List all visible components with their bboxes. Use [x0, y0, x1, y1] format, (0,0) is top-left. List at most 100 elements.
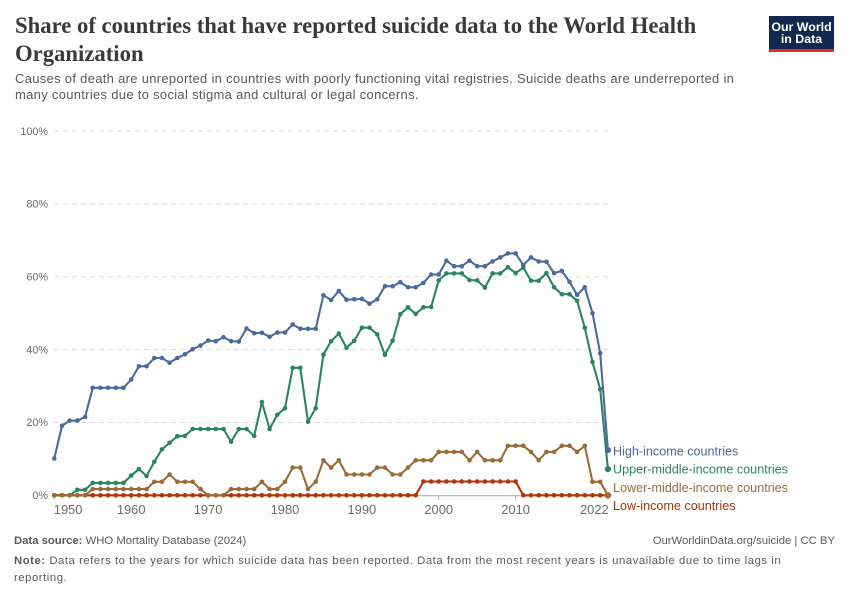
data-point-low-income-countries-2011 — [521, 493, 526, 498]
data-point-lower-middle-income-countries-2007 — [490, 458, 495, 463]
data-point-lower-middle-income-countries-1999 — [428, 458, 434, 463]
credit-link[interactable]: OurWorldinData.org/suicide | CC BY — [652, 535, 835, 547]
data-point-low-income-countries-2021 — [597, 493, 603, 498]
data-point-lower-middle-income-countries-2020 — [590, 479, 595, 485]
data-point-low-income-countries-1978 — [267, 493, 272, 498]
data-point-lower-middle-income-countries-1986 — [328, 465, 334, 470]
data-source-text: WHO Mortality Database (2024) — [85, 535, 247, 547]
data-point-upper-middle-income-countries-2012 — [528, 278, 534, 284]
data-source-label: Data source: — [14, 535, 83, 547]
data-point-lower-middle-income-countries-2021 — [597, 479, 603, 485]
data-point-high-income-countries-1969 — [198, 343, 203, 348]
data-point-upper-middle-income-countries-1964 — [159, 447, 165, 452]
data-point-upper-middle-income-countries-1983 — [305, 419, 311, 425]
legend-label-low-income-countries[interactable]: Low-income countries — [613, 499, 736, 513]
data-point-high-income-countries-1959 — [121, 385, 126, 391]
data-point-lower-middle-income-countries-1979 — [275, 486, 280, 492]
data-point-upper-middle-income-countries-2004 — [467, 277, 472, 283]
data-point-upper-middle-income-countries-1973 — [228, 439, 234, 445]
data-point-upper-middle-income-countries-1997 — [413, 311, 419, 317]
data-point-lower-middle-income-countries-1958 — [113, 486, 119, 492]
data-point-upper-middle-income-countries-1967 — [182, 433, 188, 439]
data-point-lower-middle-income-countries-1954 — [82, 493, 88, 498]
data-point-high-income-countries-1956 — [98, 385, 103, 391]
data-point-upper-middle-income-countries-1985 — [321, 352, 326, 358]
data-point-high-income-countries-1967 — [182, 352, 188, 357]
data-point-high-income-countries-1962 — [144, 364, 149, 369]
data-point-lower-middle-income-countries-2011 — [521, 443, 526, 449]
data-point-lower-middle-income-countries-1998 — [421, 458, 426, 463]
data-point-low-income-countries-1981 — [290, 493, 296, 498]
data-point-upper-middle-income-countries-2009 — [505, 264, 511, 270]
data-point-upper-middle-income-countries-1971 — [213, 426, 219, 432]
data-point-low-income-countries-2018 — [574, 493, 580, 498]
data-point-low-income-countries-1962 — [144, 493, 149, 498]
data-point-lower-middle-income-countries-1982 — [298, 465, 303, 470]
data-point-lower-middle-income-countries-1965 — [167, 472, 172, 477]
data-point-high-income-countries-1983 — [305, 326, 311, 332]
data-point-high-income-countries-1961 — [136, 364, 142, 369]
data-point-low-income-countries-2012 — [528, 493, 534, 498]
data-point-upper-middle-income-countries-2007 — [490, 271, 495, 276]
data-point-lower-middle-income-countries-1969 — [198, 486, 203, 492]
data-point-low-income-countries-2010 — [513, 479, 518, 484]
data-point-lower-middle-income-countries-1953 — [75, 493, 80, 498]
data-point-high-income-countries-1950 — [52, 456, 57, 461]
data-point-low-income-countries-2001 — [444, 479, 449, 484]
legend-label-upper-middle-income-countries[interactable]: Upper-middle-income countries — [613, 463, 788, 477]
data-point-lower-middle-income-countries-1985 — [321, 458, 326, 463]
legend-label-lower-middle-income-countries[interactable]: Lower-middle-income countries — [613, 481, 788, 495]
data-source: Data source: WHO Mortality Database (202… — [14, 534, 246, 548]
legend-label-high-income-countries[interactable]: High-income countries — [613, 444, 738, 458]
data-point-lower-middle-income-countries-1977 — [259, 479, 265, 485]
data-point-upper-middle-income-countries-2013 — [536, 278, 541, 284]
data-point-lower-middle-income-countries-1960 — [128, 486, 134, 492]
data-point-lower-middle-income-countries-1956 — [98, 486, 103, 492]
y-tick-label-100: 100% — [20, 126, 48, 138]
data-point-lower-middle-income-countries-1962 — [144, 486, 149, 492]
data-point-lower-middle-income-countries-1989 — [351, 472, 357, 477]
data-point-high-income-countries-2003 — [459, 263, 465, 269]
data-point-low-income-countries-2008 — [498, 479, 503, 484]
data-point-low-income-countries-2019 — [582, 493, 588, 498]
data-point-lower-middle-income-countries-2019 — [582, 443, 588, 449]
data-point-lower-middle-income-countries-1950 — [52, 493, 57, 498]
data-point-lower-middle-income-countries-1991 — [367, 472, 372, 477]
data-point-low-income-countries-2007 — [490, 479, 495, 484]
data-point-low-income-countries-1958 — [113, 493, 119, 498]
data-point-high-income-countries-1984 — [313, 326, 319, 332]
data-point-high-income-countries-1965 — [167, 360, 172, 366]
data-point-upper-middle-income-countries-1992 — [374, 332, 380, 337]
data-point-upper-middle-income-countries-1979 — [275, 412, 280, 418]
data-point-high-income-countries-1996 — [405, 285, 411, 290]
data-point-high-income-countries-2021 — [597, 350, 603, 356]
data-point-upper-middle-income-countries-1969 — [198, 426, 203, 432]
data-point-low-income-countries-2005 — [474, 479, 480, 484]
data-point-lower-middle-income-countries-2006 — [482, 458, 488, 463]
data-point-lower-middle-income-countries-1961 — [136, 486, 142, 492]
data-point-upper-middle-income-countries-2014 — [544, 270, 549, 276]
data-point-low-income-countries-2003 — [459, 479, 465, 484]
data-point-high-income-countries-2010 — [513, 251, 518, 256]
data-point-high-income-countries-2001 — [444, 258, 449, 264]
data-point-high-income-countries-1978 — [267, 334, 272, 340]
data-point-upper-middle-income-countries-2005 — [474, 278, 480, 283]
data-point-high-income-countries-2009 — [505, 251, 511, 256]
data-point-high-income-countries-1955 — [90, 385, 95, 391]
data-point-high-income-countries-1981 — [290, 322, 296, 327]
data-point-upper-middle-income-countries-1975 — [244, 426, 249, 432]
data-point-upper-middle-income-countries-2018 — [574, 298, 580, 304]
data-point-lower-middle-income-countries-2010 — [513, 443, 518, 449]
data-point-high-income-countries-1994 — [390, 283, 395, 289]
data-point-high-income-countries-2014 — [544, 259, 549, 265]
logo-line-2: in Data — [780, 31, 823, 46]
data-point-upper-middle-income-countries-2019 — [582, 325, 588, 331]
data-point-low-income-countries-1969 — [198, 493, 203, 498]
owid-logo[interactable]: Our World in Data — [769, 16, 834, 52]
data-point-low-income-countries-1973 — [228, 493, 234, 498]
data-point-lower-middle-income-countries-1971 — [213, 493, 219, 498]
y-tick-label-80: 80% — [26, 199, 48, 211]
data-point-high-income-countries-1977 — [259, 330, 265, 336]
data-point-low-income-countries-1985 — [321, 493, 326, 498]
